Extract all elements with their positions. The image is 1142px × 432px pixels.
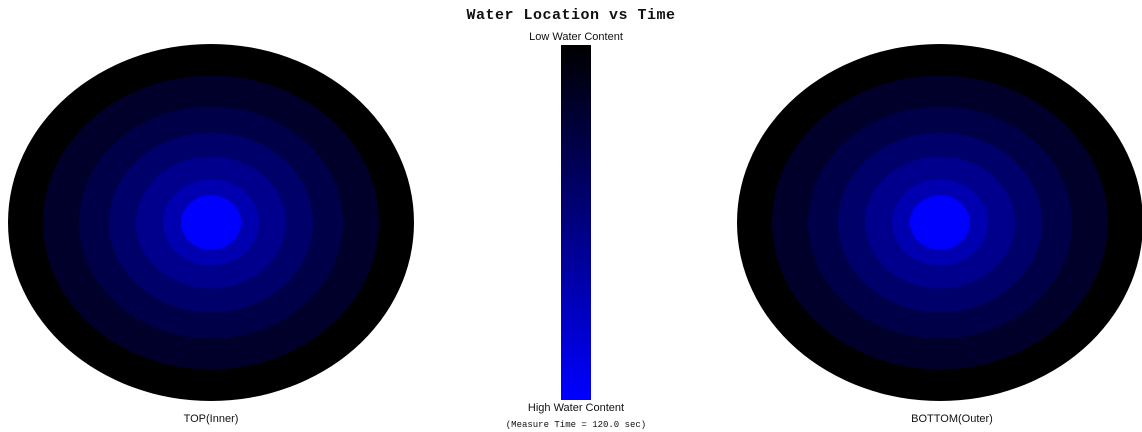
top-ring-core: [181, 195, 241, 250]
bottom-disc-rings: [737, 44, 1142, 401]
top-inner-disc: [8, 44, 414, 401]
bottom-disc-caption: BOTTOM(Outer): [911, 413, 993, 425]
chart-title: Water Location vs Time: [466, 7, 676, 24]
scale-high-label: High Water Content: [527, 402, 625, 414]
bottom-outer-disc: [737, 44, 1142, 401]
measure-time-label: (Measure Time = 120.0 sec): [505, 420, 647, 430]
top-disc-rings: [8, 44, 414, 401]
bottom-ring-core: [910, 195, 970, 250]
scale-low-label: Low Water Content: [529, 31, 623, 43]
top-disc-caption: TOP(Inner): [183, 413, 239, 425]
water-content-colorbar: [561, 45, 591, 400]
